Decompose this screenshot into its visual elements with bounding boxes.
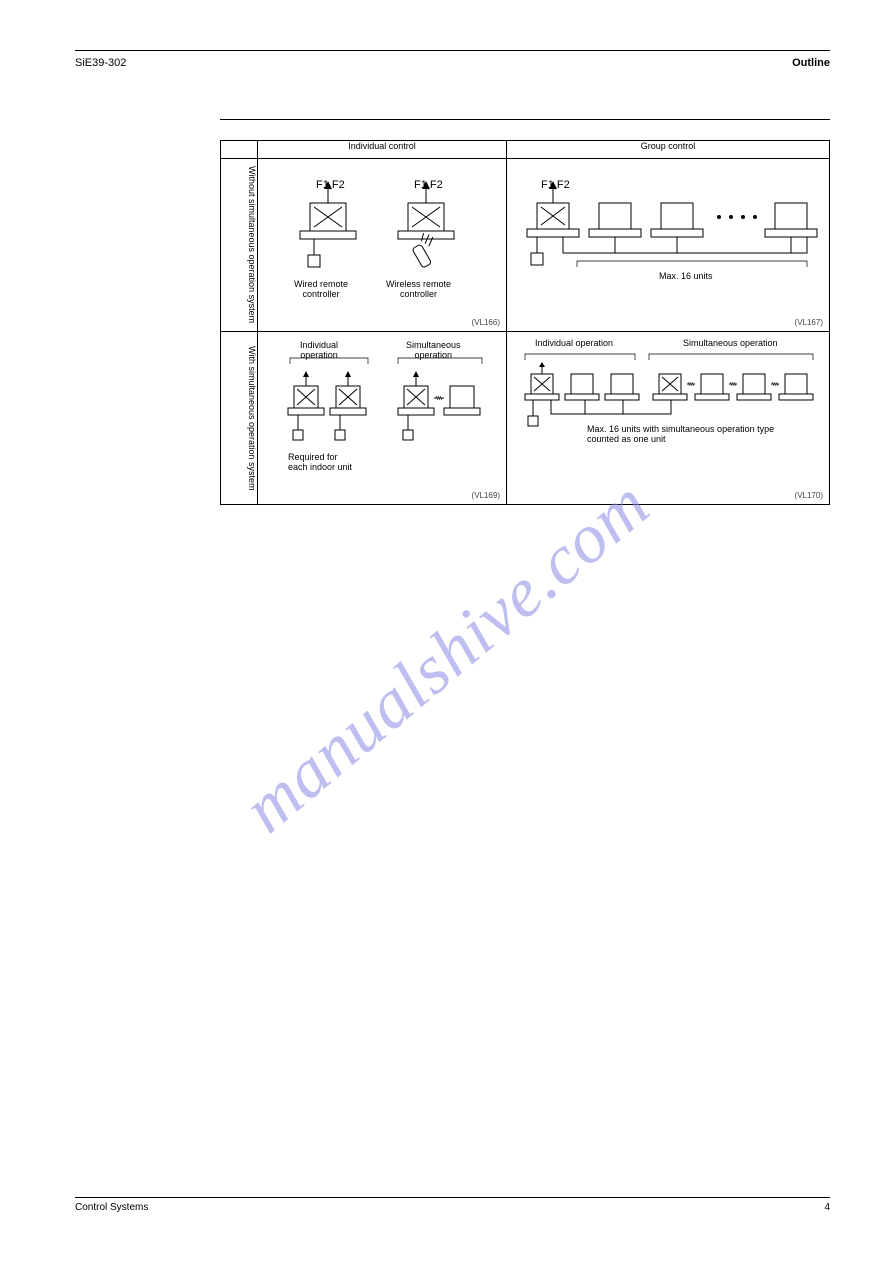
cell-group-simul: Individual operation Simultaneous operat… <box>507 332 830 505</box>
label-simul-d: Simultaneous operation <box>683 338 778 348</box>
label-required: Required for each indoor unit <box>288 452 352 472</box>
label-wireless: Wireless remote controller <box>386 279 451 299</box>
cell-group-nosimul: F1,F2 Max. 16 units (VL167) <box>507 159 830 332</box>
cell-indiv-simul: Individual operation Simultaneous operat… <box>258 332 507 505</box>
label-indiv-c: Individual operation <box>300 340 338 360</box>
header-right: Outline <box>792 57 830 69</box>
table-header-row: Individual control Group control <box>221 141 830 159</box>
diagram-d <box>507 332 829 504</box>
section-rule <box>220 119 830 120</box>
content-area: Individual control Group control Without… <box>220 140 830 505</box>
diagram-c <box>258 332 506 504</box>
row2-label: With simultaneous operation system <box>221 332 258 505</box>
label-f1f2-b: F1,F2 <box>541 179 570 191</box>
label-f1f2-left: F1,F2 <box>316 179 345 191</box>
label-max16-d: Max. 16 units with simultaneous operatio… <box>587 424 774 444</box>
page-content: SiE39-302 Outline Individual control Gro… <box>75 50 830 505</box>
footer-right: 4 <box>824 1202 830 1213</box>
diagram-a <box>258 159 506 331</box>
table-row: Without simultaneous operation system <box>221 159 830 332</box>
page-footer: Control Systems 4 <box>75 1197 830 1213</box>
top-rule <box>75 50 830 51</box>
table-row: With simultaneous operation system <box>221 332 830 505</box>
row1-label: Without simultaneous operation system <box>221 159 258 332</box>
vlcode-c: (VL169) <box>472 491 500 500</box>
th-group: Group control <box>507 141 830 159</box>
vlcode-d: (VL170) <box>795 491 823 500</box>
diagram-table: Individual control Group control Without… <box>220 140 830 505</box>
footer-left: Control Systems <box>75 1202 148 1213</box>
th-blank <box>221 141 258 159</box>
header-left: SiE39-302 <box>75 57 126 69</box>
label-indiv-d: Individual operation <box>535 338 613 348</box>
label-max16: Max. 16 units <box>659 271 713 281</box>
th-individual: Individual control <box>258 141 507 159</box>
label-f1f2-right: F1,F2 <box>414 179 443 191</box>
vlcode-a: (VL166) <box>472 318 500 327</box>
cell-indiv-nosimul: F1,F2 F1,F2 Wired remote controller Wire… <box>258 159 507 332</box>
watermark-text: manualshive.com <box>228 464 665 849</box>
vlcode-b: (VL167) <box>795 318 823 327</box>
label-simul-c: Simultaneous operation <box>406 340 461 360</box>
page-header: SiE39-302 Outline <box>75 57 830 69</box>
label-wired: Wired remote controller <box>294 279 348 299</box>
